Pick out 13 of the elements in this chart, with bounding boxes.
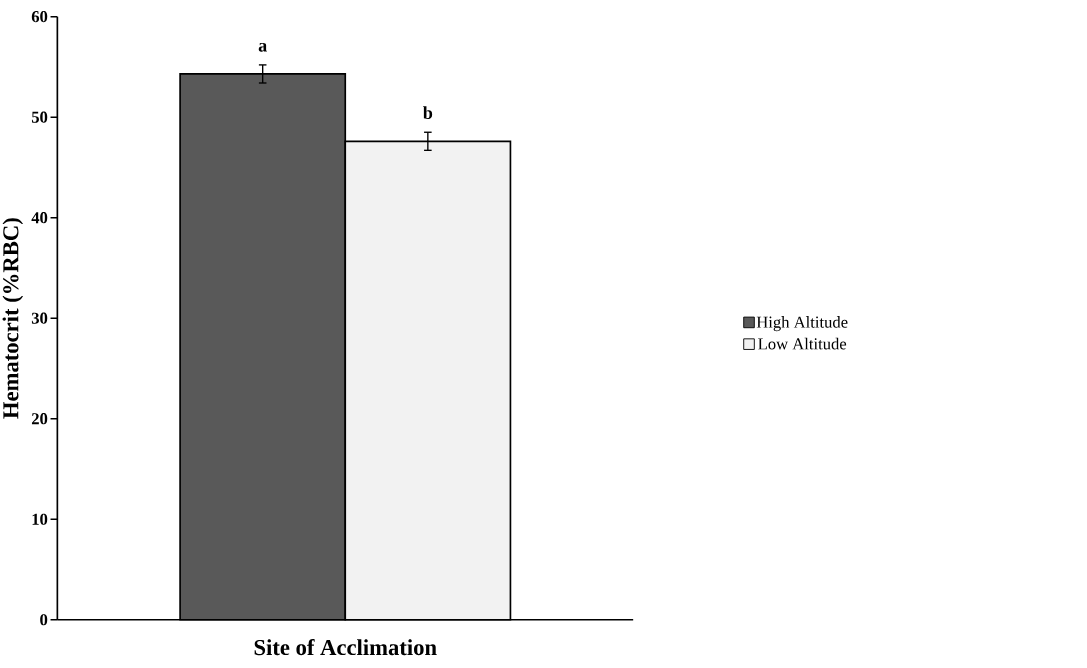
x-axis-title: Site of Acclimation [254, 638, 437, 656]
y-axis-title: Hematocrit (%RBC) [2, 218, 24, 419]
legend-label: High Altitude [756, 315, 848, 332]
y-tick-label: 40 [31, 211, 48, 224]
y-tick-label: 0 [40, 614, 48, 626]
legend-label: Low Altitude [758, 337, 847, 350]
y-tick-label: 30 [31, 312, 48, 324]
annotation: b [423, 106, 433, 119]
y-tick-label: 50 [31, 111, 48, 123]
y-tick-label: 20 [31, 413, 48, 425]
y-tick-label: 10 [32, 513, 48, 525]
annotation: a [258, 42, 267, 52]
y-tick-label: 60 [31, 10, 48, 23]
